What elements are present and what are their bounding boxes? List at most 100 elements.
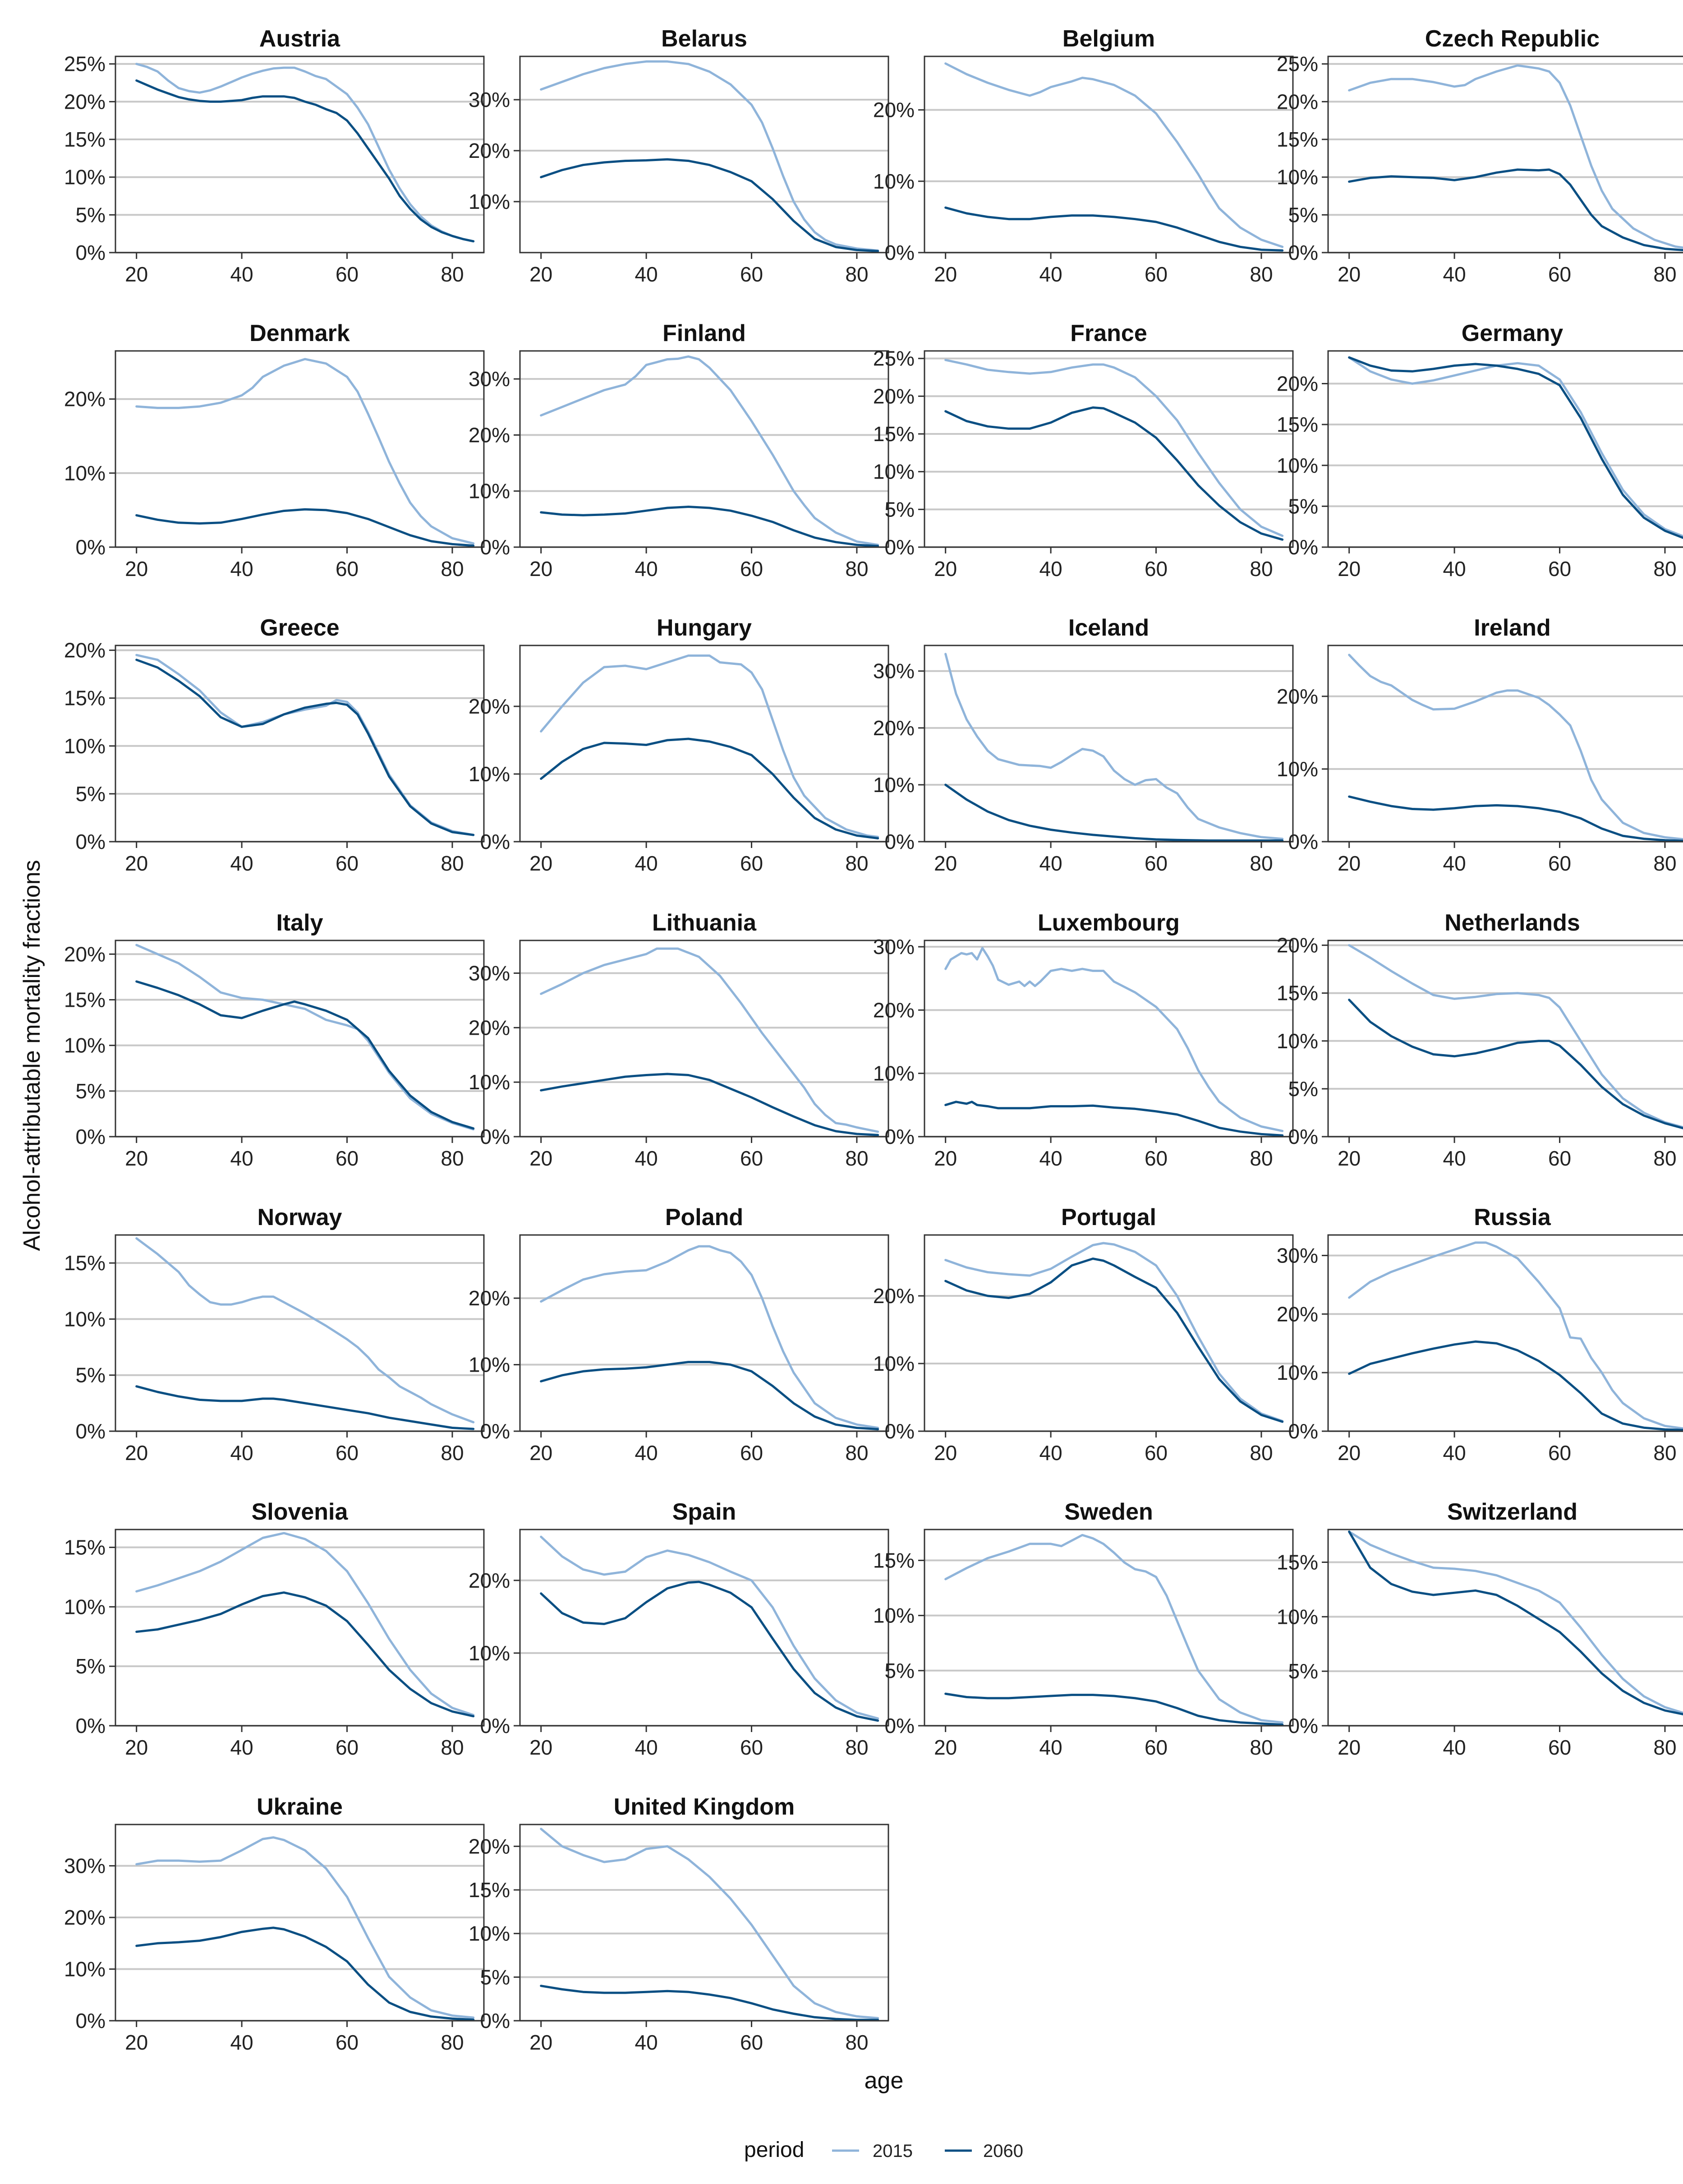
- y-tick-label: 20%: [1277, 90, 1318, 113]
- series-line-2060: [135, 508, 475, 547]
- panel-spain: Spain 0% 10% 20% 20 40 60 80: [469, 1499, 889, 1759]
- legend: period 2015 2060: [744, 2138, 1023, 2162]
- x-tick-label: 80: [845, 1736, 868, 1759]
- x-tick-label: 20: [529, 1441, 552, 1465]
- x-tick-label: 60: [740, 1736, 763, 1759]
- x-tick-label: 80: [441, 2031, 464, 2054]
- x-tick-label: 20: [125, 1441, 148, 1465]
- series-line-2060: [540, 737, 879, 839]
- x-tick-label: 80: [441, 1441, 464, 1465]
- series-line-2060: [944, 1258, 1284, 1423]
- y-tick-label: 10%: [469, 479, 510, 503]
- x-tick-label: 20: [529, 2031, 552, 2054]
- series-line-2015: [1348, 1530, 1683, 1714]
- y-tick-label: 30%: [64, 1854, 106, 1878]
- x-tick-label: 40: [230, 2031, 253, 2054]
- y-tick-label: 5%: [76, 203, 106, 226]
- y-tick-label: 20%: [469, 1286, 510, 1310]
- panel-frame: [519, 1529, 889, 1727]
- panel-title: Ukraine: [257, 1794, 343, 1820]
- panel-title: Russia: [1474, 1204, 1551, 1230]
- y-tick-label: 20%: [64, 942, 106, 966]
- x-tick-label: 40: [1443, 263, 1466, 286]
- panel-netherlands: Netherlands 0% 5% 10% 15% 20% 20 40 60 80: [1277, 910, 1683, 1170]
- y-tick-label: 30%: [1277, 1244, 1318, 1267]
- series-line-2060: [944, 406, 1284, 541]
- y-tick-label: 25%: [1277, 52, 1318, 76]
- x-tick-label: 40: [230, 557, 253, 581]
- y-tick-label: 20%: [1277, 685, 1318, 708]
- series-line-2060: [540, 158, 879, 253]
- series-line-2015: [944, 947, 1284, 1132]
- y-tick-label: 30%: [469, 367, 510, 391]
- y-tick-label: 10%: [873, 460, 915, 484]
- x-tick-label: 80: [1653, 1441, 1676, 1465]
- y-tick-label: 0%: [76, 2009, 106, 2032]
- x-tick-label: 40: [635, 1147, 658, 1170]
- series-line-2060: [944, 1692, 1284, 1726]
- x-tick-label: 20: [529, 263, 552, 286]
- x-tick-label: 20: [125, 1736, 148, 1759]
- y-tick-label: 0%: [1288, 1125, 1318, 1148]
- panel-frame: [115, 350, 485, 548]
- x-tick-label: 20: [529, 1147, 552, 1170]
- panel-title: Austria: [259, 26, 340, 52]
- x-tick-label: 60: [740, 1441, 763, 1465]
- y-tick-label: 15%: [64, 1536, 106, 1559]
- panel-sweden: Sweden 0% 5% 10% 15% 20 40 60 80: [873, 1499, 1294, 1759]
- y-tick-label: 20%: [1277, 934, 1318, 957]
- x-tick-label: 40: [230, 1736, 253, 1759]
- y-tick-label: 20%: [873, 998, 915, 1022]
- series-line-2060: [135, 1385, 475, 1430]
- y-tick-label: 0%: [1288, 241, 1318, 264]
- x-tick-label: 80: [845, 1147, 868, 1170]
- panel-title: Norway: [258, 1204, 342, 1230]
- x-tick-label: 20: [125, 2031, 148, 2054]
- series-line-2015: [1348, 944, 1683, 1129]
- panel-title: Czech Republic: [1425, 26, 1600, 52]
- x-tick-label: 40: [635, 263, 658, 286]
- x-tick-label: 80: [845, 852, 868, 875]
- panel-czech-republic: Czech Republic 0% 5% 10% 15% 20% 25% 20 40 60 80: [1277, 26, 1683, 286]
- x-tick-label: 60: [1548, 1147, 1571, 1170]
- x-tick-label: 40: [1039, 1736, 1062, 1759]
- y-tick-label: 10%: [1277, 454, 1318, 477]
- panel-frame: [924, 350, 1294, 548]
- panel-title: Germany: [1462, 320, 1563, 346]
- y-tick-label: 15%: [64, 988, 106, 1012]
- series-line-2015: [944, 1242, 1284, 1422]
- x-tick-label: 80: [441, 263, 464, 286]
- panel-slovenia: Slovenia 0% 5% 10% 15% 20 40 60 80: [64, 1499, 485, 1759]
- panel-portugal: Portugal 0% 10% 20% 20 40 60 80: [873, 1204, 1294, 1465]
- x-tick-label: 60: [1548, 1736, 1571, 1759]
- y-tick-label: 5%: [76, 1079, 106, 1103]
- x-tick-label: 60: [336, 1147, 359, 1170]
- panel-title: Belarus: [661, 26, 747, 52]
- x-tick-label: 60: [1145, 263, 1168, 286]
- series-line-2060: [540, 1580, 879, 1722]
- x-tick-label: 20: [125, 557, 148, 581]
- y-tick-label: 0%: [480, 2009, 510, 2032]
- x-tick-label: 20: [934, 852, 957, 875]
- panel-title: Slovenia: [252, 1499, 349, 1525]
- series-line-2060: [135, 659, 475, 836]
- panel-iceland: Iceland 0% 10% 20% 30% 20 40 60 80: [873, 615, 1294, 875]
- panel-frame: [519, 1234, 889, 1432]
- y-tick-label: 20%: [873, 98, 915, 122]
- panel-ukraine: Ukraine 0% 10% 20% 30% 20 40 60 80: [64, 1794, 485, 2054]
- panel-title: Belgium: [1062, 26, 1155, 52]
- panel-frame: [1327, 645, 1683, 843]
- x-tick-label: 20: [1338, 1736, 1361, 1759]
- y-tick-label: 30%: [469, 962, 510, 985]
- series-line-2015: [1348, 1241, 1683, 1430]
- x-tick-label: 60: [336, 1441, 359, 1465]
- x-tick-label: 40: [230, 1441, 253, 1465]
- x-tick-label: 40: [1443, 1147, 1466, 1170]
- x-tick-label: 80: [1653, 263, 1676, 286]
- y-tick-label: 0%: [76, 535, 106, 559]
- y-tick-label: 10%: [64, 461, 106, 485]
- x-tick-label: 20: [1338, 1441, 1361, 1465]
- y-axis-label: Alcohol-attributable mortality fractions: [19, 860, 45, 1251]
- x-tick-label: 60: [336, 557, 359, 581]
